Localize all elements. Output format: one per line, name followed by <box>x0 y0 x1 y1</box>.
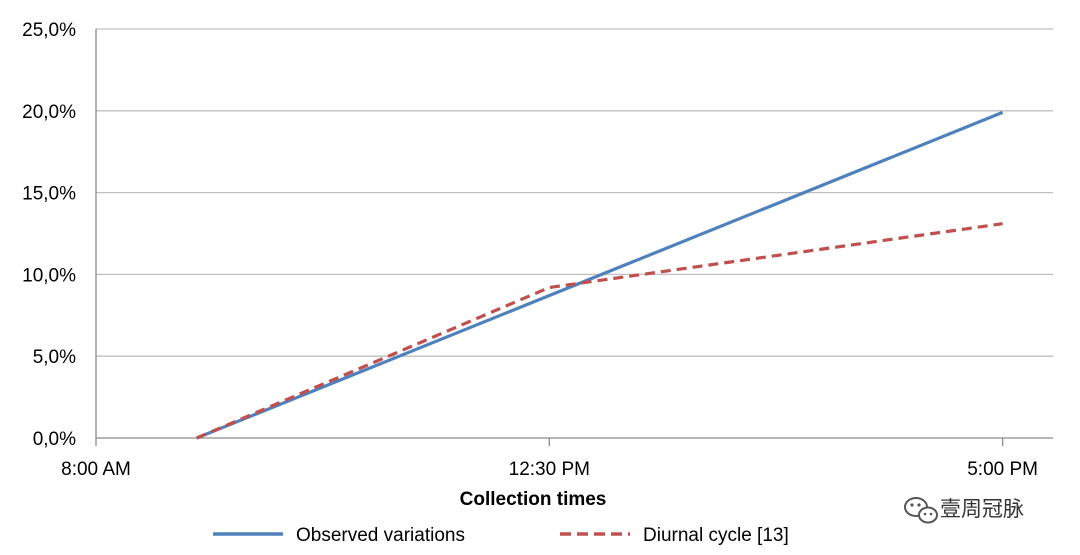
legend-label-1: Observed variations <box>296 525 465 546</box>
x-tick-label: 8:00 AM <box>61 459 131 480</box>
series-line-1 <box>196 110 1004 440</box>
watermark: 壹周冠脉 <box>904 497 1024 524</box>
legend-label-2: Diurnal cycle [13] <box>643 525 789 546</box>
watermark-text: 壹周冠脉 <box>940 497 1024 521</box>
series-line-2 <box>196 222 1003 440</box>
legend: Observed variations Diurnal cycle [13] <box>213 525 789 546</box>
grid-lines <box>96 28 1053 357</box>
y-tick-label: 10,0% <box>22 265 76 286</box>
y-tick-label: 5,0% <box>33 347 76 368</box>
series-lines <box>196 110 1004 440</box>
wechat-icon <box>904 497 938 524</box>
y-tick-label: 15,0% <box>22 184 76 205</box>
x-axis: 8:00 AM 12:30 PM 5:00 PM <box>61 29 1053 480</box>
x-axis-label: Collection times <box>460 489 607 510</box>
x-tick-label: 12:30 PM <box>509 459 590 480</box>
y-tick-label: 25,0% <box>22 20 76 41</box>
y-axis-ticks: 0,0% 5,0% 10,0% 15,0% 20,0% 25,0% <box>22 20 76 450</box>
y-tick-label: 20,0% <box>22 102 76 123</box>
y-tick-label: 0,0% <box>33 429 76 450</box>
x-tick-label: 5:00 PM <box>967 459 1038 480</box>
